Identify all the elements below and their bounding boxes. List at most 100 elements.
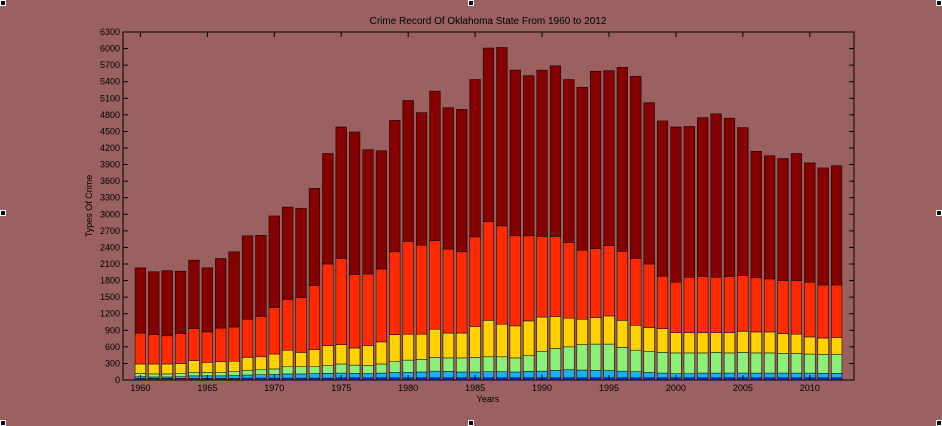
y-axis-label: Types Of Crime — [84, 175, 94, 238]
bar-segment-1981-6 — [415, 112, 428, 246]
bar-segment-1962-4 — [161, 363, 173, 375]
bar-segment-1992-4 — [563, 317, 575, 348]
bar-segment-2011-1 — [817, 377, 829, 381]
x-tick-label: 1975 — [331, 383, 351, 393]
x-tick-label: 2010 — [800, 383, 820, 393]
resize-handle-bottom-right[interactable] — [936, 420, 942, 426]
bar-segment-1971-4 — [282, 349, 294, 367]
bar-segment-1973-4 — [308, 349, 321, 367]
bar-segment-1979-1 — [389, 377, 401, 381]
bar-segment-2004-2 — [723, 372, 736, 379]
bar-segment-1978-3 — [375, 363, 388, 374]
bar-segment-2009-2 — [790, 372, 803, 379]
bar-segment-2007-2 — [764, 372, 776, 379]
bar-segment-1983-5 — [442, 248, 454, 334]
bar-segment-1976-6 — [349, 131, 361, 275]
bar-segment-1961-5 — [148, 334, 160, 365]
bar-segment-1968-5 — [241, 318, 254, 358]
bar-segment-1988-4 — [509, 325, 521, 359]
bar-segment-1993-1 — [576, 377, 588, 381]
resize-handle-bottom-left[interactable] — [0, 420, 6, 426]
y-tick-label: 1200 — [100, 309, 120, 319]
bar-segment-2012-2 — [830, 373, 843, 379]
bar-segment-1971-1 — [282, 377, 294, 381]
bar-segment-1985-5 — [469, 236, 481, 327]
y-tick-label: 4200 — [100, 143, 120, 153]
bar-segment-1965-6 — [201, 267, 213, 333]
bar-segment-1976-2 — [349, 373, 361, 379]
bar-segment-1997-4 — [630, 325, 642, 351]
bar-segment-1987-1 — [496, 377, 508, 381]
bar-segment-2009-4 — [790, 333, 803, 354]
bar-segment-2012-4 — [830, 337, 843, 355]
bar-segment-1997-5 — [630, 258, 642, 326]
bar-segment-1963-4 — [174, 363, 187, 374]
x-tick-label: 1995 — [599, 383, 619, 393]
bar-segment-1984-3 — [456, 357, 468, 373]
bar-segment-1966-6 — [215, 258, 227, 329]
bar-segment-2009-3 — [790, 353, 803, 374]
bar-segment-1990-5 — [536, 236, 548, 318]
bar-segment-1999-6 — [656, 120, 669, 277]
bar-segment-1973-3 — [308, 366, 321, 374]
bar-segment-1979-3 — [389, 361, 401, 373]
bar-segment-1989-5 — [523, 235, 535, 322]
bar-segment-2011-3 — [817, 354, 829, 374]
bar-segment-1966-2 — [215, 375, 227, 379]
bar-segment-1992-3 — [563, 346, 575, 371]
bar-segment-1969-6 — [255, 235, 267, 317]
bar-segment-2001-1 — [683, 377, 695, 381]
bar-segment-1994-5 — [590, 248, 602, 318]
bar-segment-1970-4 — [268, 353, 280, 370]
resize-handle-middle-left[interactable] — [0, 210, 6, 216]
bar-segment-1993-2 — [576, 369, 588, 379]
bar-segment-1978-6 — [375, 150, 388, 270]
y-tick-label: 300 — [105, 358, 120, 368]
bar-segment-1979-2 — [389, 372, 401, 379]
x-tick-label: 1990 — [532, 383, 552, 393]
bar-segment-1981-1 — [415, 377, 428, 381]
bar-segment-1989-2 — [523, 371, 535, 379]
resize-handle-top-center[interactable] — [468, 0, 474, 6]
bar-segment-1996-6 — [616, 67, 628, 252]
bar-segment-1975-4 — [335, 344, 347, 365]
resize-handle-top-left[interactable] — [0, 0, 6, 6]
bar-segment-1976-5 — [349, 274, 361, 349]
bar-segment-1968-4 — [241, 357, 254, 371]
bar-segment-1981-2 — [415, 371, 428, 379]
bar-segment-2012-3 — [830, 354, 843, 374]
y-tick-label: 2100 — [100, 259, 120, 269]
bar-segment-1980-3 — [402, 359, 414, 373]
bar-segment-2009-6 — [790, 153, 803, 281]
y-tick-label: 5700 — [100, 60, 120, 70]
bar-segment-2006-1 — [750, 377, 762, 381]
bar-segment-1960-5 — [134, 332, 147, 365]
resize-handle-top-right[interactable] — [936, 0, 942, 6]
bar-segment-1994-3 — [590, 343, 602, 371]
bar-segment-1961-3 — [148, 373, 160, 378]
bar-segment-1999-1 — [656, 377, 669, 381]
bar-segment-1982-1 — [429, 377, 441, 381]
bar-segment-2006-5 — [750, 277, 762, 333]
resize-handle-middle-right[interactable] — [936, 210, 942, 216]
bar-segment-1983-2 — [442, 371, 454, 379]
bar-segment-1967-4 — [228, 360, 240, 372]
bar-segment-1998-5 — [643, 263, 655, 328]
y-tick-label: 3900 — [100, 160, 120, 170]
chart-title: Crime Record Of Oklahoma State From 1960… — [370, 16, 607, 27]
bar-segment-1988-5 — [509, 235, 521, 327]
bar-segment-2003-6 — [710, 113, 722, 278]
bar-segment-1971-2 — [282, 373, 294, 379]
bar-segment-1989-6 — [523, 75, 535, 237]
bar-segment-1984-5 — [456, 251, 468, 334]
resize-handle-bottom-center[interactable] — [468, 420, 474, 426]
y-tick-label: 1800 — [100, 276, 120, 286]
bar-segment-2001-5 — [683, 277, 695, 333]
bar-segment-2010-6 — [804, 162, 816, 283]
bar-segment-1970-5 — [268, 307, 280, 355]
bar-segment-1967-6 — [228, 251, 240, 328]
y-tick-label: 600 — [105, 342, 120, 352]
bar-segment-1971-3 — [282, 366, 294, 375]
bar-segment-1971-6 — [282, 206, 294, 300]
bar-segment-1962-6 — [161, 270, 173, 337]
